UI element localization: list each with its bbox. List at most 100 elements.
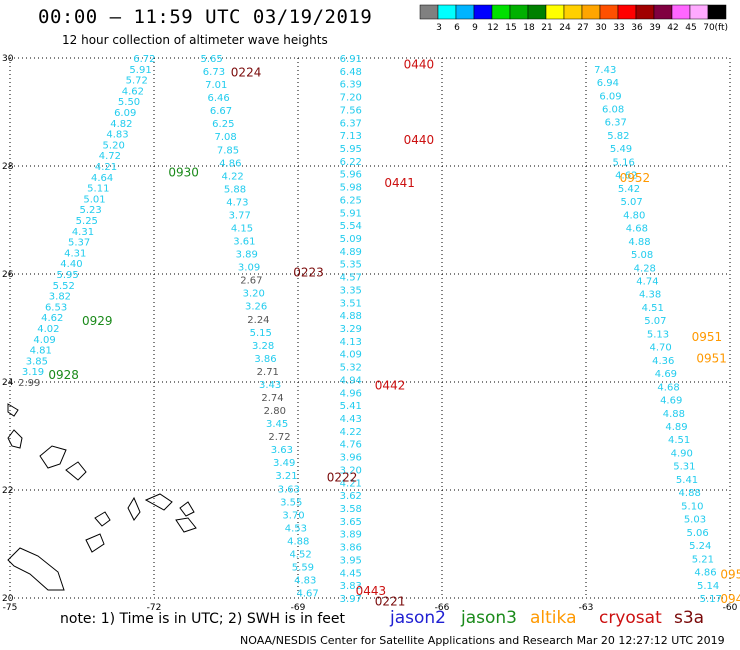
wave-height-value: 3.28 [252, 341, 274, 352]
wave-height-value: 5.25 [76, 216, 98, 227]
wave-height-value: 5.13 [647, 329, 669, 340]
wave-height-value: 6.09 [599, 91, 621, 102]
pass-time-label: 0949 [720, 592, 740, 606]
wave-height-value: 4.82 [110, 119, 132, 130]
wave-height-value: 3.19 [22, 367, 44, 378]
pass-time-label: 0441 [384, 176, 415, 190]
wave-height-value: 4.88 [628, 237, 650, 248]
colorbar-tick-label: 15 [505, 23, 516, 33]
wave-height-value: 3.95 [340, 555, 362, 566]
coastline-segment [7, 429, 23, 449]
wave-height-value: 5.91 [129, 65, 151, 76]
colorbar-tick-label: 21 [541, 23, 552, 33]
wave-height-value: 2.80 [264, 406, 286, 417]
colorbar-tick-label: 70 [703, 23, 715, 33]
grid [9, 57, 731, 599]
wave-height-value: 5.24 [689, 541, 711, 552]
pass-time-label: 0221 [375, 595, 406, 609]
pass-time-labels: 0930 0929 0928 0224 0223 0222 0221 0440 0440 0441… [48, 57, 740, 608]
wave-height-value: 4.86 [219, 158, 241, 169]
colorbar-swatch [689, 4, 709, 20]
wave-height-value: 4.09 [33, 335, 55, 346]
x-tick-label: -72 [147, 603, 162, 613]
wave-height-value: 4.72 [99, 151, 121, 162]
pass-time-label: 0223 [293, 265, 324, 279]
wave-height-value: 4.31 [72, 227, 94, 238]
wave-height-value: 6.25 [340, 195, 362, 206]
wave-height-values: 6.725.915.724.625.506.094.824.835.204.72… [18, 54, 722, 605]
pass-time-label: 0222 [327, 471, 358, 485]
wave-height-value: 6.25 [212, 119, 234, 130]
y-tick-label: 26 [2, 270, 14, 280]
colorbar-swatch [563, 4, 583, 20]
wave-height-value: 4.89 [340, 247, 362, 258]
wave-height-value: 3.86 [340, 543, 362, 554]
colorbar-tick-label: 45 [685, 23, 696, 33]
coastline-segment [39, 445, 67, 469]
wave-height-value: 5.41 [676, 475, 698, 486]
wave-height-value: 5.54 [340, 221, 362, 232]
wave-height-value: 3.49 [273, 458, 295, 469]
wave-height-value: 4.88 [679, 488, 701, 499]
wave-height-value: 6.67 [210, 106, 232, 117]
wave-height-value: 5.10 [681, 501, 703, 512]
wave-height-value: 4.09 [340, 350, 362, 361]
axis-ticks: -75 -72 -69 -66 -63 -60 20 22 24 26 28 30 [2, 54, 738, 613]
y-tick-label: 30 [2, 54, 14, 64]
wave-height-value: 4.31 [64, 248, 86, 259]
wave-height-value: 4.81 [30, 346, 52, 357]
pass-time-label: 0929 [82, 314, 113, 328]
wave-height-value: 4.51 [668, 435, 690, 446]
colorbar-tick-label: 9 [472, 23, 478, 33]
credit-line: NOAA/NESDIS Center for Satellite Applica… [240, 634, 725, 647]
wave-height-value: 6.72 [133, 54, 155, 65]
wave-height-value: 5.59 [292, 563, 314, 574]
wave-height-value: 3.26 [245, 302, 267, 313]
wave-height-value: 3.63 [271, 445, 293, 456]
wave-height-value: 3.20 [243, 289, 265, 300]
legend-s3a: s3a [674, 608, 705, 628]
wave-height-value: 3.62 [340, 491, 362, 502]
wave-height-value: 7.43 [594, 65, 616, 76]
chart-title: 00:00 – 11:59 UTC 03/19/2019 [38, 6, 373, 28]
wave-height-value: 6.37 [340, 118, 362, 129]
colorbar-swatch [473, 4, 493, 20]
wave-height-value: 5.31 [673, 462, 695, 473]
wave-height-value: 3.89 [236, 250, 258, 261]
colorbar-tick-label: 42 [667, 23, 678, 33]
coastline-segment [144, 493, 173, 511]
pass-time-label: 0442 [375, 379, 406, 393]
wave-height-value: 4.88 [287, 536, 309, 547]
x-tick-label: -66 [435, 603, 450, 613]
wave-height-value: 3.97 [340, 594, 362, 605]
wave-height-value: 5.07 [620, 197, 642, 208]
colorbar-swatch [599, 4, 619, 20]
colorbar-swatch [671, 4, 691, 20]
colorbar-swatch [617, 4, 637, 20]
wave-height-value: 5.82 [607, 131, 629, 142]
colorbar-swatch [491, 4, 511, 20]
wave-height-value: 7.01 [205, 80, 227, 91]
coastline-segment [65, 461, 87, 481]
pass-time-label: 0930 [168, 165, 199, 179]
x-tick-label: -69 [291, 603, 306, 613]
y-tick-label: 20 [2, 594, 14, 604]
wave-height-value: 5.52 [53, 281, 75, 292]
wave-height-value: 6.37 [605, 118, 627, 129]
wave-height-value: 3.82 [49, 292, 71, 303]
wave-height-value: 4.80 [623, 210, 645, 221]
wave-height-value: 4.68 [657, 382, 679, 393]
wave-height-value: 5.50 [118, 97, 140, 108]
wave-height-value: 3.65 [340, 517, 362, 528]
wave-height-value: 5.08 [631, 250, 653, 261]
wave-height-value: 4.89 [665, 422, 687, 433]
colorbar-unit: (ft) [714, 23, 728, 33]
wave-height-value: 5.15 [250, 328, 272, 339]
coastline [7, 403, 197, 591]
wave-height-value: 4.90 [671, 448, 693, 459]
wave-height-value: 4.76 [340, 440, 362, 451]
wave-height-value: 4.21 [340, 478, 362, 489]
wave-height-value: 5.17 [700, 594, 722, 605]
wave-height-value: 5.96 [340, 170, 362, 181]
y-tick-label: 22 [2, 486, 13, 496]
